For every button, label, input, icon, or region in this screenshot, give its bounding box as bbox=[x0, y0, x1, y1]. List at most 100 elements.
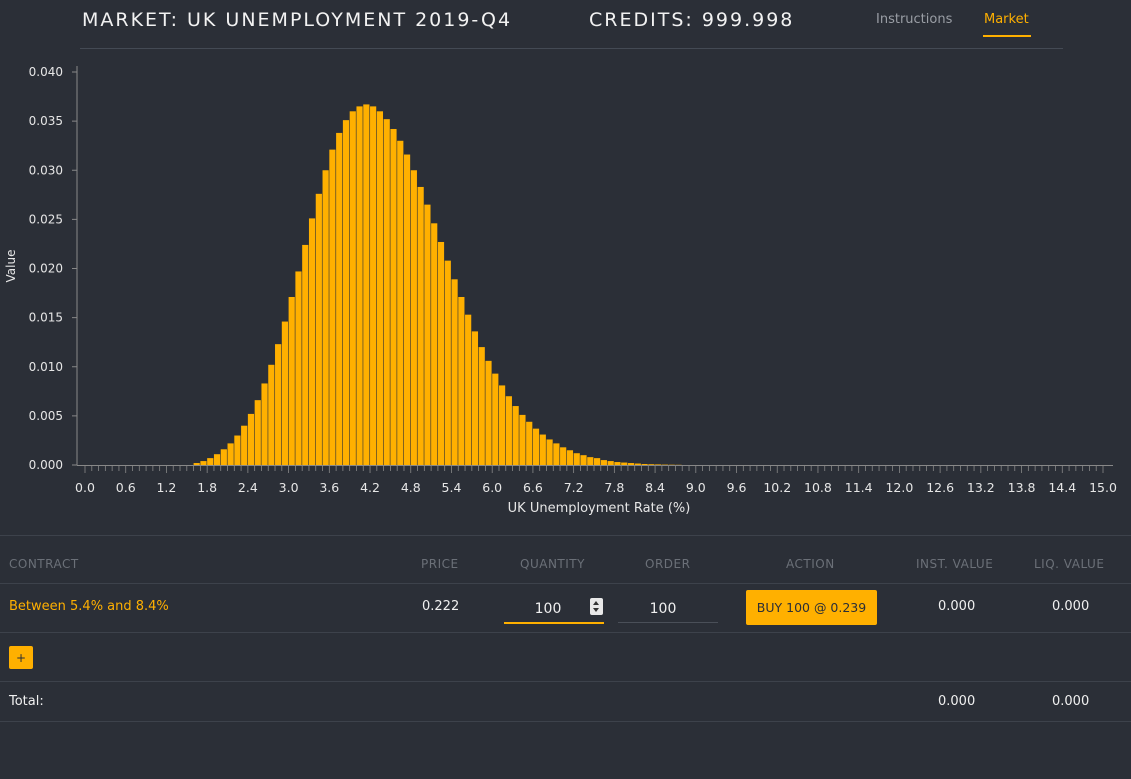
y-tick-label: 0.010 bbox=[29, 360, 63, 374]
order-input[interactable] bbox=[618, 594, 708, 624]
row-divider bbox=[0, 681, 1131, 682]
contract-price: 0.222 bbox=[422, 599, 460, 614]
row-divider bbox=[0, 583, 1131, 584]
y-tick-label: 0.030 bbox=[29, 163, 63, 177]
x-tick-label: 12.0 bbox=[885, 480, 913, 495]
x-tick-label: 11.4 bbox=[845, 480, 873, 495]
histogram-bar bbox=[641, 464, 648, 465]
histogram-bar bbox=[349, 111, 356, 466]
total-label: Total: bbox=[9, 694, 44, 709]
histogram-bar bbox=[424, 204, 431, 465]
histogram-bar bbox=[573, 453, 580, 465]
x-tick-label: 7.2 bbox=[564, 480, 584, 495]
header: MARKET: UK UNEMPLOYMENT 2019-Q4 CREDITS:… bbox=[80, 0, 1063, 49]
nav-instructions[interactable]: Instructions bbox=[876, 12, 953, 27]
header-contract: CONTRACT bbox=[9, 557, 79, 571]
histogram-bar bbox=[512, 406, 519, 465]
stepper-down-icon[interactable] bbox=[593, 608, 599, 612]
histogram-bar bbox=[580, 455, 587, 465]
row-divider bbox=[0, 632, 1131, 633]
header-quantity: QUANTITY bbox=[520, 557, 585, 571]
x-tick-label: 6.0 bbox=[482, 480, 502, 495]
histogram-bar bbox=[444, 260, 451, 465]
histogram-bar bbox=[458, 296, 465, 465]
histogram-bar bbox=[451, 279, 458, 465]
y-axis: 0.000 0.005 0.010 0.015 0.020 0.025 0.030 0.035… bbox=[29, 65, 78, 472]
histogram-bar bbox=[498, 385, 506, 465]
histogram-bar bbox=[383, 119, 390, 465]
histogram-bar bbox=[437, 241, 445, 465]
liq-value: 0.000 bbox=[1052, 599, 1090, 614]
inst-value: 0.000 bbox=[938, 599, 976, 614]
nav-market[interactable]: Market bbox=[984, 12, 1029, 27]
histogram-bar bbox=[621, 462, 628, 465]
x-tick-label: 9.6 bbox=[727, 480, 747, 495]
row-divider bbox=[0, 721, 1131, 722]
order-field bbox=[618, 594, 718, 624]
histogram-bar bbox=[465, 314, 472, 465]
x-tick-label: 15.0 bbox=[1089, 480, 1117, 495]
histogram-bar bbox=[261, 383, 268, 465]
histogram-bar bbox=[505, 396, 512, 465]
x-tick-label: 10.8 bbox=[804, 480, 832, 495]
buy-button[interactable]: BUY 100 @ 0.239 bbox=[746, 590, 877, 625]
histogram-bar bbox=[607, 461, 614, 465]
histogram-bar bbox=[268, 364, 275, 465]
x-tick-label: 6.6 bbox=[523, 480, 543, 495]
y-tick-label: 0.020 bbox=[29, 262, 63, 276]
quantity-field bbox=[504, 594, 604, 624]
y-axis-label: Value bbox=[4, 250, 18, 283]
histogram-bar bbox=[417, 186, 424, 465]
contract-name[interactable]: Between 5.4% and 8.4% bbox=[9, 599, 169, 614]
x-tick-label: 4.8 bbox=[401, 480, 421, 495]
x-tick-label: 9.0 bbox=[686, 480, 706, 495]
histogram-bar bbox=[410, 170, 417, 465]
histogram-bar bbox=[234, 435, 241, 465]
x-tick-label: 7.8 bbox=[604, 480, 624, 495]
y-tick-label: 0.040 bbox=[29, 65, 63, 79]
x-tick-label: 3.6 bbox=[319, 480, 339, 495]
histogram-bar bbox=[614, 462, 621, 465]
histogram-bars bbox=[193, 104, 682, 466]
histogram-bar bbox=[363, 104, 370, 466]
x-tick-label: 1.8 bbox=[197, 480, 217, 495]
histogram-bar bbox=[247, 413, 255, 465]
y-tick-label: 0.025 bbox=[29, 212, 63, 226]
histogram-bar bbox=[478, 347, 485, 465]
histogram-bar bbox=[342, 120, 350, 465]
quantity-stepper[interactable] bbox=[590, 598, 603, 615]
x-tick-label: 12.6 bbox=[926, 480, 954, 495]
x-tick-label: 8.4 bbox=[645, 480, 665, 495]
histogram-bar bbox=[329, 149, 336, 465]
x-axis: 0.0 0.6 1.2 1.8 2.4 3.0 3.6 4.2 4.8 5.4 6.0 6.6 7.2 7… bbox=[75, 465, 1117, 495]
histogram-bar bbox=[207, 458, 214, 465]
histogram-bar bbox=[594, 458, 601, 465]
histogram-bar bbox=[315, 193, 322, 465]
x-tick-label: 5.4 bbox=[442, 480, 462, 495]
histogram-bar bbox=[634, 463, 641, 465]
x-tick-label: 13.8 bbox=[1008, 480, 1036, 495]
x-tick-label: 10.2 bbox=[763, 480, 791, 495]
histogram-bar bbox=[302, 244, 309, 465]
histogram-bar bbox=[560, 447, 567, 465]
x-tick-label: 13.2 bbox=[967, 480, 995, 495]
total-inst-value: 0.000 bbox=[938, 694, 976, 709]
nav-active-indicator bbox=[983, 35, 1031, 37]
histogram-bar bbox=[322, 170, 329, 465]
header-liq-value: LIQ. VALUE bbox=[1034, 557, 1105, 571]
histogram-bar bbox=[485, 360, 492, 465]
histogram-bar bbox=[431, 223, 438, 465]
histogram-bar bbox=[397, 140, 404, 465]
histogram-bar bbox=[241, 425, 248, 465]
histogram-bar bbox=[227, 443, 234, 465]
histogram-bar bbox=[600, 460, 607, 465]
distribution-chart: 0.000 0.005 0.010 0.015 0.020 0.025 0.030 0.035… bbox=[4, 65, 1117, 516]
histogram-bar bbox=[213, 454, 221, 465]
x-tick-label: 3.0 bbox=[279, 480, 299, 495]
histogram-bar bbox=[390, 128, 397, 466]
stepper-up-icon[interactable] bbox=[593, 601, 599, 605]
x-tick-label: 2.4 bbox=[238, 480, 258, 495]
y-tick-label: 0.000 bbox=[29, 458, 63, 472]
add-contract-button[interactable]: + bbox=[9, 646, 33, 669]
quantity-input[interactable] bbox=[504, 594, 592, 624]
